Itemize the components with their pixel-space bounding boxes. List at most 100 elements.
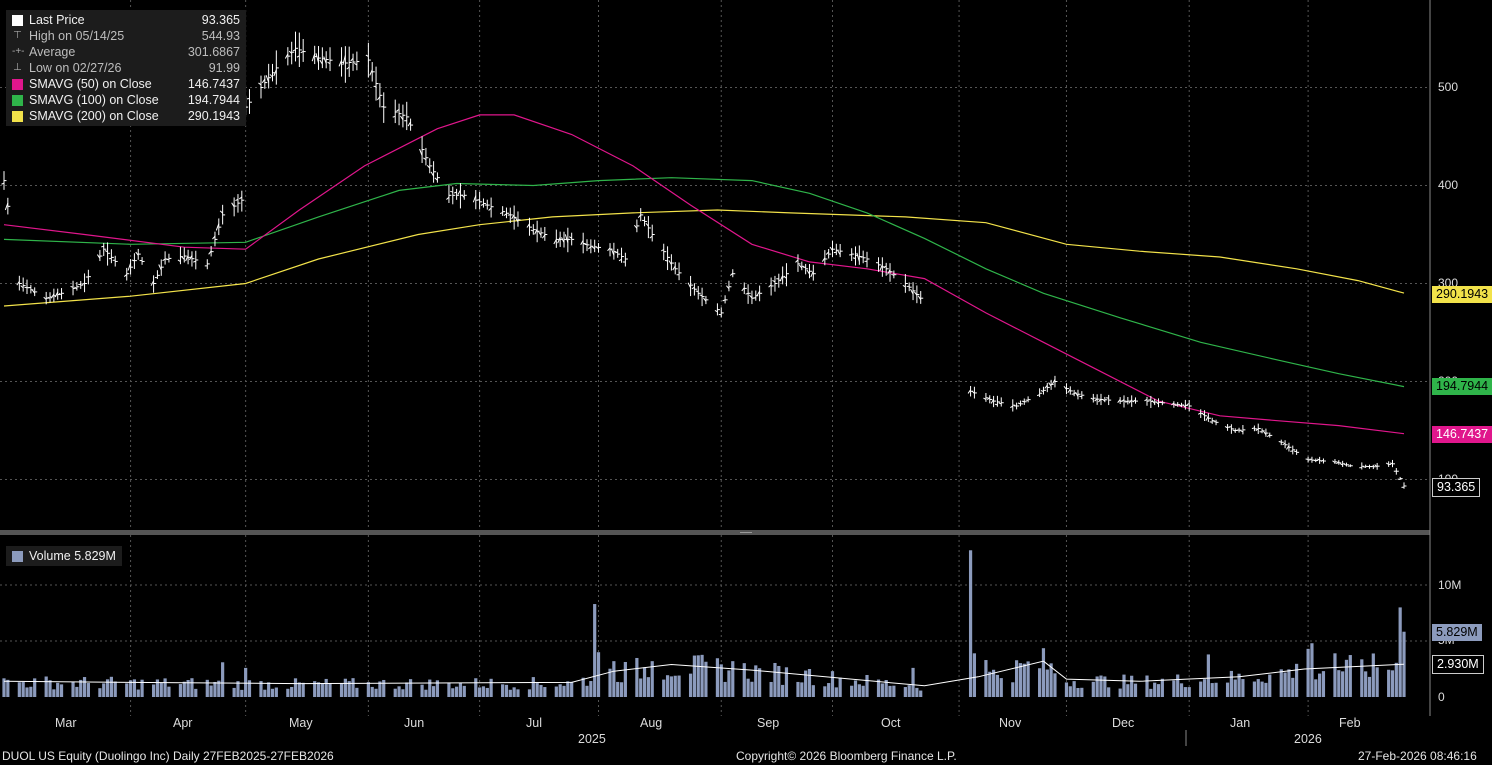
volume-bar xyxy=(286,688,290,697)
volume-bar xyxy=(1310,643,1314,697)
volume-bar xyxy=(190,678,194,697)
price-bar-open xyxy=(369,69,373,76)
price-bar-open xyxy=(649,235,653,239)
price-bar-open xyxy=(453,191,457,194)
panel-divider[interactable] xyxy=(0,530,1430,535)
volume-bar xyxy=(405,682,409,697)
price-bar-open xyxy=(557,236,561,244)
volume-bar xyxy=(194,688,198,697)
price-legend: Last Price 93.365 ⊤ High on 05/14/25 544.93… xyxy=(6,10,246,126)
volume-bar xyxy=(408,679,413,697)
volume-bar xyxy=(1256,679,1260,697)
price-bar-open xyxy=(530,229,534,232)
volume-bar xyxy=(1153,682,1157,697)
volume-bar xyxy=(991,669,996,697)
volume-bar xyxy=(25,687,29,697)
volume-bar xyxy=(516,689,520,697)
volume-bar xyxy=(125,683,129,697)
volume-bar xyxy=(715,658,720,697)
price-bar-open xyxy=(779,275,784,282)
volume-bar xyxy=(481,686,486,697)
volume-bar xyxy=(850,685,854,697)
volume-bar xyxy=(919,690,923,697)
volume-bar xyxy=(1156,684,1161,697)
volume-bar xyxy=(17,682,21,697)
price-bar-open xyxy=(319,59,323,65)
volume-bar xyxy=(616,681,620,697)
price-bar-open xyxy=(591,246,595,250)
volume-bar xyxy=(888,685,892,697)
price-bar-open xyxy=(1385,462,1389,465)
volume-bar xyxy=(1337,670,1341,697)
volume-bar xyxy=(554,686,558,697)
price-bar-open xyxy=(633,224,638,229)
volume-bar xyxy=(1018,663,1023,697)
price-bar-open xyxy=(239,196,243,200)
legend-last-price[interactable]: Last Price 93.365 xyxy=(12,12,240,28)
price-bar-open xyxy=(426,165,431,169)
volume-bar xyxy=(397,686,401,697)
month-label: Nov xyxy=(999,716,1022,730)
price-bar-open xyxy=(645,223,649,227)
price-bar-open xyxy=(74,286,78,290)
volume-bar xyxy=(972,653,977,697)
volume-bar xyxy=(784,667,789,697)
sma200-value-tag: 290.1943 xyxy=(1432,286,1492,303)
price-bar-open xyxy=(726,285,730,290)
footer-timestamp: 27-Feb-2026 08:46:16 xyxy=(1358,749,1477,763)
price-bar-open xyxy=(1266,434,1271,438)
volume-bar xyxy=(232,687,236,697)
price-bar-open xyxy=(1052,379,1056,385)
price-bar-open xyxy=(1,182,5,185)
price-bar-open xyxy=(1132,399,1136,403)
price-bar-open xyxy=(265,75,270,83)
price-bar-open xyxy=(350,57,354,62)
price-bar-open xyxy=(4,202,9,211)
volume-bar xyxy=(428,679,432,697)
volume-bar xyxy=(1375,667,1379,697)
price-bar-open xyxy=(595,246,599,249)
volume-bar xyxy=(33,678,37,697)
legend-sma100[interactable]: SMAVG (100) on Close 194.7944 xyxy=(12,92,240,108)
volume-bar xyxy=(455,686,459,697)
price-bar-open xyxy=(104,250,108,253)
price-bar-open xyxy=(829,246,833,251)
price-bar-open xyxy=(24,286,28,289)
last-price-swatch xyxy=(12,14,23,26)
volume-bar xyxy=(1015,660,1019,697)
volume-bar xyxy=(478,687,482,697)
volume-bar xyxy=(136,689,140,697)
volume-bar xyxy=(1149,688,1153,697)
volume-bar xyxy=(1252,681,1257,697)
volume-bar xyxy=(1103,676,1107,697)
legend-sma200[interactable]: SMAVG (200) on Close 290.1943 xyxy=(12,108,240,124)
volume-bar xyxy=(646,677,650,697)
volume-bar xyxy=(128,680,133,697)
legend-low[interactable]: ⊥ Low on 02/27/26 91.99 xyxy=(13,61,240,75)
volume-bar xyxy=(999,678,1003,697)
price-bar-open xyxy=(699,294,703,297)
price-bar-open xyxy=(1075,391,1079,397)
volume-bar xyxy=(431,686,436,697)
volume-bar xyxy=(984,660,988,697)
sma50-swatch xyxy=(12,78,23,90)
price-bars xyxy=(1,31,1407,489)
legend-average[interactable]: -+- Average 301.6867 xyxy=(12,45,240,59)
volume-legend[interactable]: Volume 5.829M xyxy=(6,546,122,566)
price-bar-open xyxy=(1201,412,1205,416)
volume-bar xyxy=(132,679,137,697)
volume-bar xyxy=(1072,681,1076,697)
price-bar-open xyxy=(127,263,132,271)
sma50-line xyxy=(3,114,1405,435)
volume-bar xyxy=(324,678,328,697)
legend-sma50[interactable]: SMAVG (50) on Close 146.7437 xyxy=(12,76,240,92)
price-bar-open xyxy=(215,223,220,231)
price-bar-open xyxy=(1044,384,1048,389)
price-bar-open xyxy=(1286,445,1290,450)
price-bar-open xyxy=(1336,461,1340,465)
legend-high[interactable]: ⊤ High on 05/14/25 544.93 xyxy=(13,29,240,43)
volume-bar xyxy=(512,687,516,697)
price-bar-open xyxy=(1316,458,1320,461)
price-bar-open xyxy=(434,177,438,181)
volume-bar xyxy=(995,674,1000,697)
